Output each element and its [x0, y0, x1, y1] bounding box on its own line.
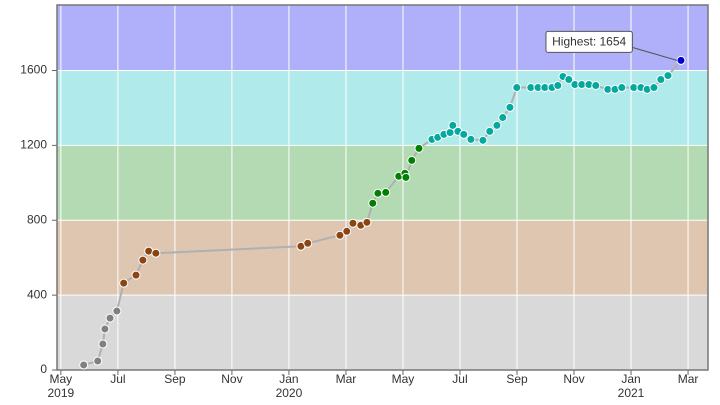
x-tick-label: Sep: [164, 372, 186, 386]
rating-point: [617, 83, 627, 93]
rating-point: [591, 80, 601, 90]
x-tick-label: Jul: [452, 372, 468, 386]
rating-point: [676, 55, 686, 65]
rating-point: [466, 134, 476, 144]
rating-point: [131, 270, 141, 280]
rating-point: [98, 339, 108, 349]
x-tick-label: Jul: [110, 372, 126, 386]
rating-point: [459, 129, 469, 139]
x-tick-label: Nov: [563, 372, 585, 386]
tooltip-box: [545, 30, 633, 53]
rating-band: [57, 295, 708, 370]
y-tick-label: 0: [40, 362, 47, 376]
rating-point: [649, 83, 659, 93]
rating-point: [564, 74, 574, 84]
rating-point: [373, 188, 383, 198]
rating-point: [119, 278, 129, 288]
rating-point: [448, 120, 458, 130]
rating-band: [57, 70, 708, 146]
rating-point: [401, 172, 411, 182]
rating-band: [57, 220, 708, 296]
rating-point: [478, 135, 488, 145]
highest-tooltip: Highest: 1654: [545, 30, 678, 61]
x-tick-label: Mar: [677, 372, 699, 386]
rating-point: [414, 143, 424, 153]
rating-point: [407, 155, 417, 165]
y-tick-label: 1600: [20, 63, 47, 77]
rating-point: [151, 248, 161, 258]
rating-point: [362, 217, 372, 227]
rating-point: [335, 230, 345, 240]
rating-point: [368, 198, 378, 208]
x-tick-label: Jan 2021: [617, 372, 645, 400]
tooltip-text: Highest: 1654: [552, 35, 626, 49]
rating-point: [138, 255, 148, 265]
rating-point: [663, 71, 673, 81]
rating-point: [512, 83, 522, 93]
rating-point: [656, 74, 666, 84]
rating-point: [342, 226, 352, 236]
rating-point: [485, 126, 495, 136]
rating-point: [93, 356, 103, 366]
rating-point: [498, 112, 508, 122]
rating-point: [100, 324, 110, 334]
rating-point: [381, 187, 391, 197]
x-tick-label: May 2019: [47, 372, 75, 400]
x-tick-label: Jan 2020: [275, 372, 303, 400]
rating-point: [112, 306, 122, 316]
rating-point: [303, 238, 313, 248]
rating-point: [105, 313, 115, 323]
rating-point: [348, 218, 358, 228]
rating-point: [505, 102, 515, 112]
tooltip-pointer: [632, 46, 678, 61]
y-tick-label: 400: [27, 287, 47, 301]
rating-point: [553, 80, 563, 90]
plot-border: [56, 4, 709, 371]
x-tick-label: Sep: [506, 372, 528, 386]
rating-point: [492, 120, 502, 130]
y-tick-label: 1200: [20, 138, 47, 152]
x-tick-label: May: [391, 372, 415, 386]
x-tick-label: Mar: [335, 372, 357, 386]
x-tick-label: Nov: [221, 372, 243, 386]
y-tick-label: 800: [27, 212, 47, 226]
rating-band: [57, 145, 708, 221]
rating-point: [79, 360, 89, 370]
